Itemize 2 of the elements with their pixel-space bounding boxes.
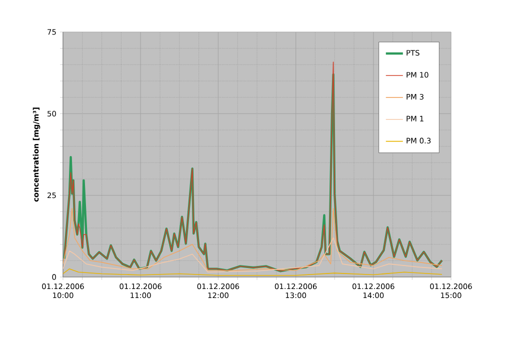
line-series [63, 237, 442, 272]
line-series [63, 268, 442, 276]
